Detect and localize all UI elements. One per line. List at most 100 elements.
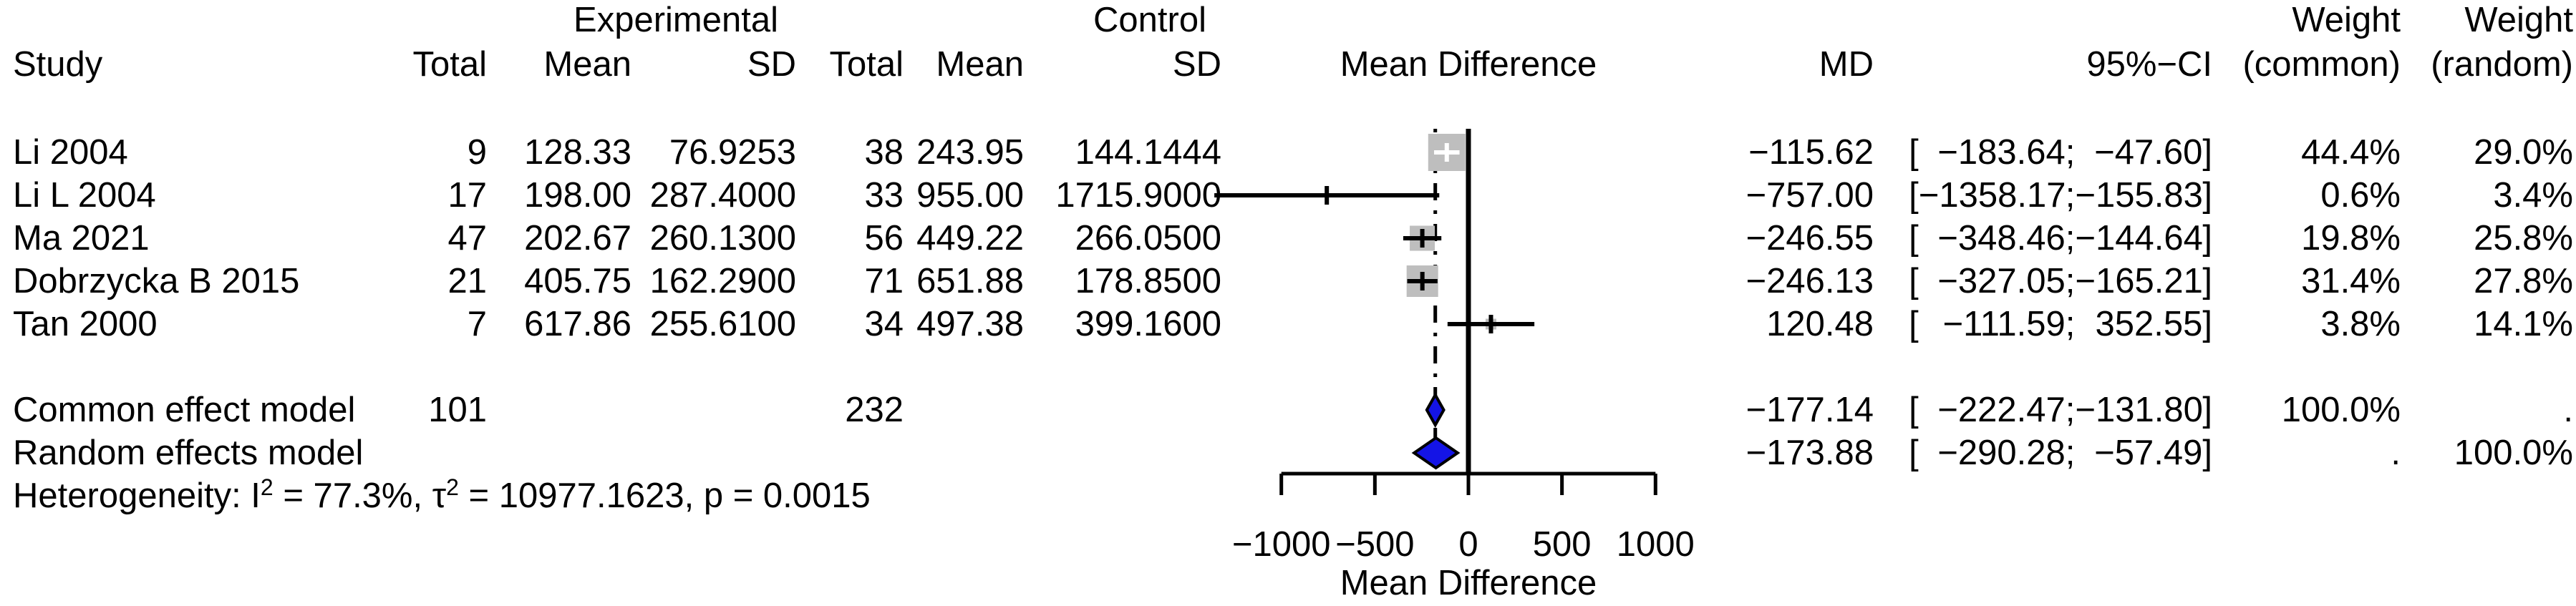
exp-sd-cell: 76.9253 — [669, 133, 796, 172]
x-axis-tick-label: 500 — [1533, 525, 1592, 564]
ci-separator: ; — [2065, 434, 2076, 472]
heterogeneity-suffix: = 10977.1623, p = 0.0015 — [458, 477, 871, 515]
exp-sd-cell: 287.4000 — [649, 176, 796, 215]
md-cell: −173.88 — [1745, 434, 1874, 472]
ctrl-total-cell: 71 — [864, 262, 904, 300]
exp-total-cell: 7 — [467, 305, 487, 343]
md-cell: −246.13 — [1745, 262, 1874, 300]
random-effect-diamond — [1411, 436, 1461, 470]
header-control-group: Control — [1093, 1, 1206, 39]
ci-lower: −348.46 — [1937, 219, 2066, 258]
ci-upper: 352.55 — [2095, 305, 2203, 343]
md-cell: −246.55 — [1745, 219, 1874, 258]
weight-random-cell: 14.1% — [2474, 305, 2573, 343]
ci-separator: ; — [2065, 391, 2076, 429]
ci-upper: −155.83 — [2075, 176, 2203, 215]
exp-sd-cell: 255.6100 — [649, 305, 796, 343]
header-study: Study — [13, 45, 103, 84]
summary-ctrl-total: 232 — [845, 391, 904, 429]
weight-random-cell: 27.8% — [2474, 262, 2573, 300]
ci-separator: ; — [2065, 176, 2076, 215]
ci-open-bracket: [ — [1909, 176, 1919, 215]
header-mean-difference: Mean Difference — [1340, 45, 1597, 84]
header-ctrl-sd: SD — [1172, 45, 1221, 84]
ctrl-total-cell: 34 — [864, 305, 904, 343]
i-squared-superscript: 2 — [260, 474, 273, 500]
ci-close-bracket: ] — [2202, 219, 2212, 258]
header-weight-random-line1: Weight — [2464, 1, 2573, 39]
exp-mean-cell: 405.75 — [524, 262, 631, 300]
heterogeneity-mid: = 77.3%, τ — [273, 477, 447, 515]
study-weight-square — [1485, 318, 1496, 330]
summary-exp-total: 101 — [428, 391, 487, 429]
ci-separator: ; — [2065, 133, 2076, 172]
ci-lower: −1358.17 — [1918, 176, 2066, 215]
ci-lower: −327.05 — [1937, 262, 2066, 300]
ci-cell: [ −290.28; −57.49] — [1909, 431, 2212, 474]
study-name: Li L 2004 — [13, 176, 156, 215]
weight-random-cell: 25.8% — [2474, 219, 2573, 258]
exp-sd-cell: 260.1300 — [649, 219, 796, 258]
study-name: Dobrzycka B 2015 — [13, 262, 300, 300]
heterogeneity-note: Heterogeneity: I2 = 77.3%, τ2 = 10977.16… — [13, 474, 871, 517]
ci-upper: −165.21 — [2075, 262, 2203, 300]
study-weight-square — [1406, 265, 1438, 297]
ci-open-bracket: [ — [1909, 305, 1919, 343]
ci-cell: [−327.05; −165.21] — [1909, 260, 2212, 303]
ci-lower: −183.64 — [1937, 133, 2066, 172]
ci-close-bracket: ] — [2202, 305, 2212, 343]
common-effect-diamond — [1425, 391, 1446, 429]
weight-random-cell: 3.4% — [2493, 176, 2573, 215]
ctrl-sd-cell: 1715.9000 — [1055, 176, 1221, 215]
exp-mean-cell: 128.33 — [524, 133, 631, 172]
header-weight-random-line2: (random) — [2431, 45, 2573, 84]
study-name: Ma 2021 — [13, 219, 150, 258]
heterogeneity-prefix: Heterogeneity: I — [13, 477, 261, 515]
ci-open-bracket: [ — [1909, 262, 1919, 300]
study-weight-square — [1325, 193, 1330, 197]
exp-mean-cell: 617.86 — [524, 305, 631, 343]
study-weight-square — [1410, 225, 1435, 251]
ci-cell: [−348.46; −144.64] — [1909, 217, 2212, 260]
md-cell: −177.14 — [1745, 391, 1874, 429]
exp-total-cell: 9 — [467, 133, 487, 172]
exp-total-cell: 47 — [447, 219, 487, 258]
x-axis-tick-label: −500 — [1335, 525, 1414, 564]
ctrl-mean-cell: 955.00 — [916, 176, 1024, 215]
md-cell: −757.00 — [1745, 176, 1874, 215]
ci-upper: −57.49 — [2094, 434, 2203, 472]
ci-lower: −222.47 — [1937, 391, 2066, 429]
ci-open-bracket: [ — [1909, 133, 1919, 172]
weight-random-cell: . — [2563, 391, 2573, 429]
x-axis-tick-label: 1000 — [1617, 525, 1695, 564]
ci-close-bracket: ] — [2202, 434, 2212, 472]
weight-common-cell: 100.0% — [2281, 391, 2401, 429]
exp-mean-cell: 198.00 — [524, 176, 631, 215]
ci-open-bracket: [ — [1909, 219, 1919, 258]
header-ctrl-mean: Mean — [936, 45, 1024, 84]
exp-total-cell: 17 — [447, 176, 487, 215]
study-name: Tan 2000 — [13, 305, 158, 343]
ctrl-sd-cell: 266.0500 — [1075, 219, 1221, 258]
ci-cell: [−222.47; −131.80] — [1909, 388, 2212, 431]
ci-open-bracket: [ — [1909, 391, 1919, 429]
md-cell: 120.48 — [1766, 305, 1874, 343]
exp-total-cell: 21 — [447, 262, 487, 300]
ci-separator: ; — [2065, 219, 2076, 258]
header-ci: 95%−CI — [2086, 45, 2212, 84]
ci-close-bracket: ] — [2202, 176, 2212, 215]
tau-squared-superscript: 2 — [446, 474, 459, 500]
ci-open-bracket: [ — [1909, 434, 1919, 472]
summary-name: Common effect model — [13, 391, 356, 429]
ctrl-sd-cell: 178.8500 — [1075, 262, 1221, 300]
weight-random-cell: 29.0% — [2474, 133, 2573, 172]
ci-lower: −290.28 — [1937, 434, 2066, 472]
study-name: Li 2004 — [13, 133, 128, 172]
weight-common-cell: . — [2391, 434, 2401, 472]
ci-upper: −131.80 — [2075, 391, 2203, 429]
ci-upper: −47.60 — [2094, 133, 2203, 172]
ctrl-total-cell: 38 — [864, 133, 904, 172]
ctrl-mean-cell: 651.88 — [916, 262, 1024, 300]
ctrl-sd-cell: 144.1444 — [1075, 133, 1221, 172]
